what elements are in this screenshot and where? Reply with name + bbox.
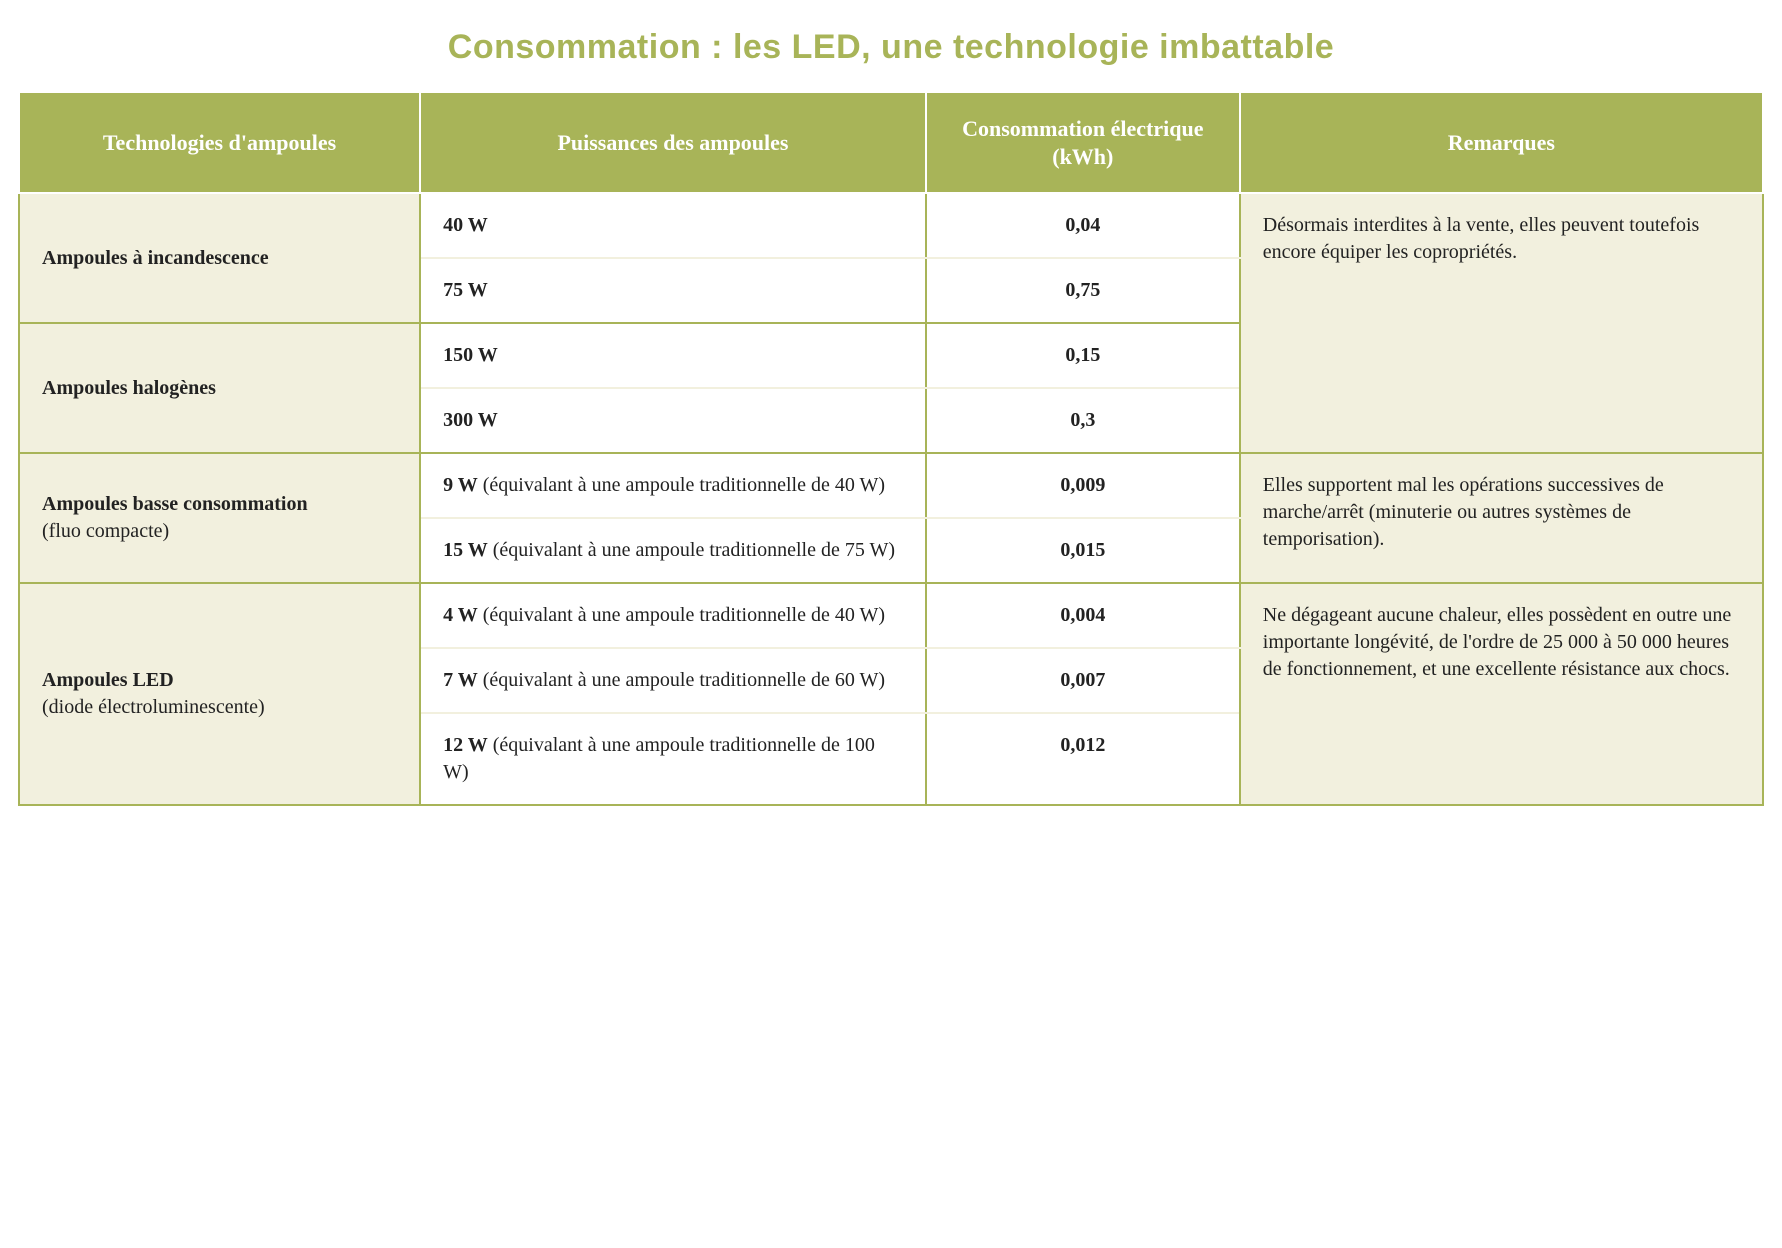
tech-name: Ampoules à incandescence [42, 247, 269, 269]
kwh-cell: 0,75 [926, 258, 1240, 323]
kwh-cell: 0,007 [926, 648, 1240, 713]
col-header-technology: Technologies d'ampoules [19, 92, 420, 193]
remark-cell-banned: Désormais interdites à la vente, elles p… [1240, 193, 1763, 453]
table-row: Ampoules à incandescence 40 W 0,04 Désor… [19, 193, 1763, 258]
tech-name: Ampoules halogènes [42, 377, 216, 399]
power-cell: 12 W (équivalant à une ampoule tradition… [420, 713, 926, 805]
power-cell: 300 W [420, 388, 926, 453]
table-header-row: Technologies d'ampoules Puissances des a… [19, 92, 1763, 193]
tech-name: Ampoules LED [42, 669, 174, 691]
power-cell: 7 W (équivalant à une ampoule traditionn… [420, 648, 926, 713]
tech-cell-cfl: Ampoules basse consommation (fluo compac… [19, 453, 420, 583]
kwh-cell: 0,3 [926, 388, 1240, 453]
tech-cell-led: Ampoules LED (diode électroluminescente) [19, 583, 420, 805]
tech-name: Ampoules basse consommation [42, 493, 308, 515]
power-cell: 40 W [420, 193, 926, 258]
tech-cell-halogen: Ampoules halogènes [19, 323, 420, 453]
power-cell: 4 W (équivalant à une ampoule traditionn… [420, 583, 926, 648]
power-note: (équivalant à une ampoule traditionnelle… [478, 474, 885, 496]
power-cell: 75 W [420, 258, 926, 323]
power-value: 12 W [443, 734, 488, 756]
kwh-cell: 0,04 [926, 193, 1240, 258]
power-note: (équivalant à une ampoule traditionnelle… [478, 669, 885, 691]
power-note: (équivalant à une ampoule traditionnelle… [488, 539, 895, 561]
power-value: 4 W [443, 604, 478, 626]
col-header-consumption: Consommation électrique (kWh) [926, 92, 1240, 193]
remark-cell-cfl: Elles supportent mal les opérations succ… [1240, 453, 1763, 583]
power-note: (équivalant à une ampoule traditionnelle… [478, 604, 885, 626]
page-title: Consommation : les LED, une technologie … [18, 28, 1764, 67]
kwh-cell: 0,004 [926, 583, 1240, 648]
table-row: Ampoules basse consommation (fluo compac… [19, 453, 1763, 518]
tech-sub: (fluo compacte) [42, 518, 397, 545]
power-value: 15 W [443, 539, 488, 561]
power-value: 40 W [443, 214, 488, 236]
kwh-cell: 0,012 [926, 713, 1240, 805]
power-cell: 150 W [420, 323, 926, 388]
remark-cell-led: Ne dégageant aucune chaleur, elles possè… [1240, 583, 1763, 805]
tech-cell-incandescent: Ampoules à incandescence [19, 193, 420, 323]
power-cell: 9 W (équivalant à une ampoule traditionn… [420, 453, 926, 518]
power-value: 300 W [443, 409, 498, 431]
power-value: 9 W [443, 474, 478, 496]
kwh-cell: 0,015 [926, 518, 1240, 583]
power-value: 150 W [443, 344, 498, 366]
power-cell: 15 W (équivalant à une ampoule tradition… [420, 518, 926, 583]
kwh-cell: 0,15 [926, 323, 1240, 388]
power-note: (équivalant à une ampoule traditionnelle… [443, 734, 875, 783]
col-header-power: Puissances des ampoules [420, 92, 926, 193]
tech-sub: (diode électroluminescente) [42, 694, 397, 721]
table-row: Ampoules LED (diode électroluminescente)… [19, 583, 1763, 648]
kwh-cell: 0,009 [926, 453, 1240, 518]
power-value: 75 W [443, 279, 488, 301]
led-comparison-table: Technologies d'ampoules Puissances des a… [18, 91, 1764, 806]
power-value: 7 W [443, 669, 478, 691]
col-header-remarks: Remarques [1240, 92, 1763, 193]
